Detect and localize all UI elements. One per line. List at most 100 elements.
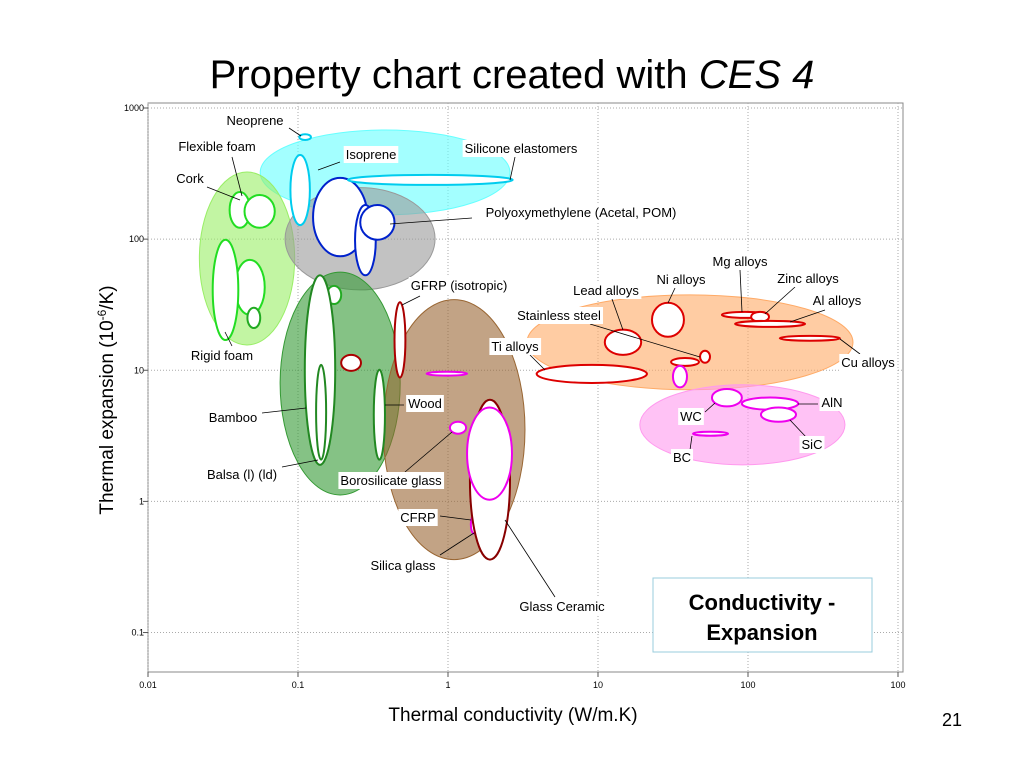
material-region [466, 406, 513, 501]
leader-line [261, 407, 307, 414]
label-bg [810, 292, 864, 309]
material-label: Ni alloys [656, 272, 706, 287]
material-label: Mg alloys [713, 254, 768, 269]
material-label: Silica glass [370, 558, 436, 573]
material-label: Rigid foam [191, 348, 253, 363]
material-label: Ti alloys [491, 339, 539, 354]
title-italic: CES 4 [699, 53, 815, 97]
label-bg [799, 436, 825, 453]
material-label: SiC [802, 437, 823, 452]
leader-line [611, 298, 624, 331]
caption-box [652, 577, 873, 653]
plot: 0.01 0.1 1 10 100 100 0.1 1 10 100 1000 Neoprene Fle… [124, 102, 906, 690]
material-label: Neoprene [226, 113, 283, 128]
label-bg [654, 271, 709, 288]
x-axis-label: Thermal conductivity (W/m.K) [388, 705, 637, 726]
x-tick-label: 10 [593, 680, 603, 690]
page-number: 21 [942, 710, 962, 730]
material-label: Stainless steel [517, 308, 601, 323]
material-region [603, 328, 643, 356]
y-tick-label: 1000 [124, 103, 144, 113]
material-region [448, 420, 468, 435]
material-label: Bamboo [209, 410, 257, 425]
label-bg [775, 270, 842, 287]
leader-line [667, 287, 676, 304]
leader-line [739, 269, 743, 313]
material-region [692, 430, 730, 437]
material-label: WC [680, 409, 702, 424]
material-region [778, 334, 841, 342]
leader-line [206, 186, 241, 201]
material-region [393, 301, 407, 379]
material-region [315, 363, 328, 461]
material-label: BC [673, 450, 691, 465]
label-bg [571, 282, 642, 299]
material-label: Zinc alloys [777, 271, 839, 286]
material-region [246, 306, 262, 330]
leader-line [789, 309, 826, 323]
material-label: Al alloys [813, 293, 862, 308]
material-label: Isoprene [346, 147, 397, 162]
leader-line [401, 295, 421, 306]
leader-line [439, 515, 472, 521]
leader-line [789, 419, 807, 438]
material-region [535, 363, 648, 384]
material-region [759, 406, 798, 423]
leader-line [839, 338, 861, 355]
material-region [233, 258, 266, 316]
label-bg [338, 472, 445, 489]
x-tick-label: 0.01 [139, 680, 157, 690]
y-axis-label: Thermal expansion (10-6/K) [95, 285, 118, 514]
material-region [650, 301, 685, 338]
x-tick-label: 1 [445, 680, 450, 690]
label-bg [483, 204, 679, 221]
label-bg [204, 466, 280, 483]
material-region [425, 370, 469, 377]
label-bg [839, 354, 898, 371]
label-bg [670, 449, 694, 466]
material-region [289, 154, 311, 227]
material-region [699, 349, 711, 364]
leader-line [224, 331, 233, 347]
material-region [671, 364, 688, 389]
label-bg [462, 140, 580, 157]
leader-line [231, 156, 243, 197]
leader-line [288, 127, 302, 137]
material-region [372, 368, 386, 461]
label-bg [176, 138, 258, 155]
label-bg [678, 408, 704, 425]
material-region [211, 238, 240, 342]
material-label: GFRP (isotropic) [411, 278, 508, 293]
leader-line [509, 156, 516, 181]
label-bg [398, 509, 438, 526]
label-bg [368, 557, 439, 574]
material-label: Glass Ceramic [519, 599, 605, 614]
leader-line [404, 431, 453, 473]
label-bg [343, 146, 399, 163]
material-label: Wood [408, 396, 442, 411]
x-tick-label: 100 [890, 680, 905, 690]
leader-line [704, 402, 716, 413]
title-text: Property chart created with [210, 53, 688, 97]
x-tick-label: 0.1 [292, 680, 305, 690]
y-tick-label: 100 [129, 234, 144, 244]
material-label: Balsa (l) (ld) [207, 467, 277, 482]
leader-line [281, 459, 319, 468]
material-label: CFRP [400, 510, 435, 525]
material-label: Silicone elastomers [465, 141, 578, 156]
leader-line [689, 435, 693, 451]
material-label: Lead alloys [573, 283, 639, 298]
label-bg [710, 253, 770, 270]
y-label-end: /K) [97, 285, 118, 309]
leader-line [764, 286, 796, 315]
x-tick-label: 100 [740, 680, 755, 690]
material-label: Flexible foam [178, 139, 255, 154]
material-label: AlN [822, 395, 843, 410]
label-bg [819, 394, 845, 411]
title: Property chart created with CES 4 [210, 53, 815, 97]
label-bg [206, 409, 260, 426]
material-region [734, 319, 807, 328]
y-tick-label: 0.1 [131, 628, 144, 638]
label-bg [224, 112, 286, 129]
material-label: Cork [176, 171, 204, 186]
